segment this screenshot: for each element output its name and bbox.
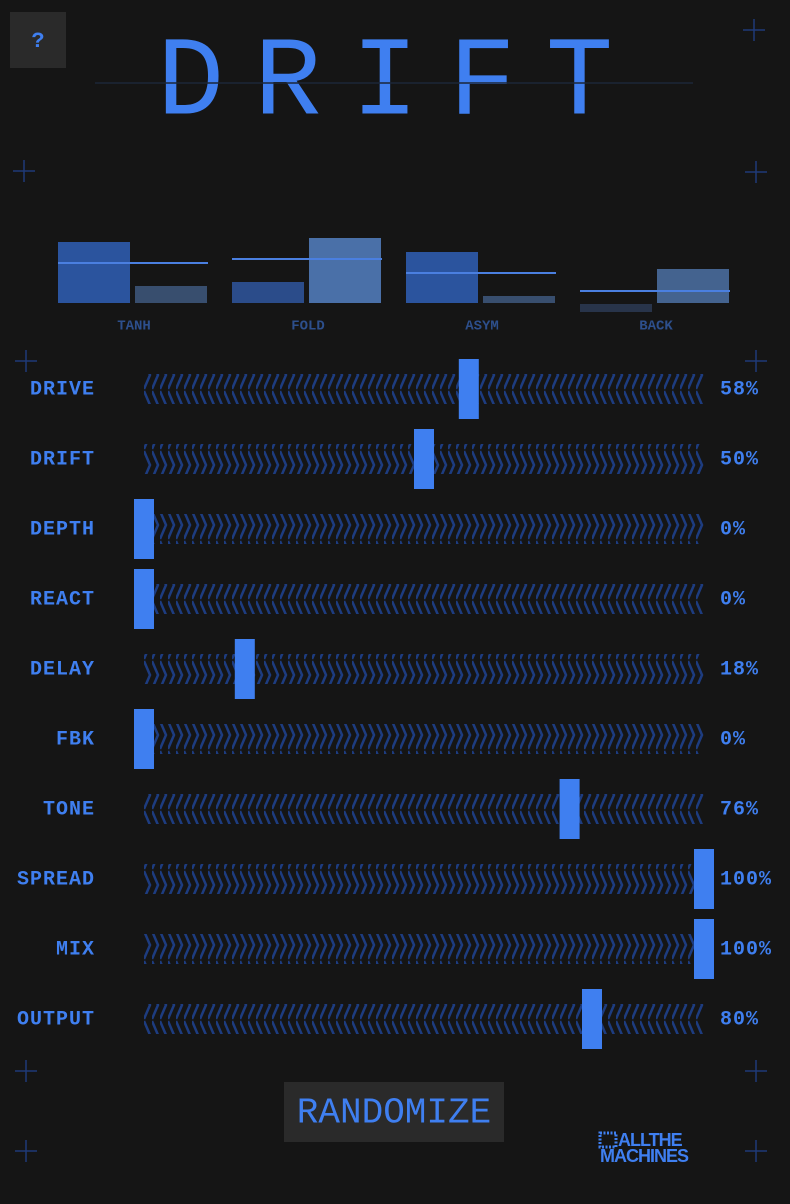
slider-value: 100% bbox=[720, 868, 772, 891]
slider-value: 50% bbox=[720, 448, 759, 471]
slider-label: FBK bbox=[56, 728, 95, 751]
shape-label: ASYM bbox=[465, 319, 499, 335]
slider-track bbox=[144, 1004, 704, 1034]
slider-label: SPREAD bbox=[17, 868, 95, 891]
slider-label: OUTPUT bbox=[17, 1008, 95, 1031]
slider[interactable]: REACT 0% bbox=[30, 569, 746, 629]
slider[interactable]: OUTPUT 80% bbox=[17, 989, 759, 1049]
slider-label: DRIFT bbox=[30, 448, 95, 471]
slider-knob[interactable] bbox=[234, 639, 255, 699]
slider-knob[interactable] bbox=[694, 919, 714, 979]
title: DRIFT bbox=[157, 21, 643, 148]
logo-line: MACHINES bbox=[600, 1146, 689, 1166]
slider-value: 76% bbox=[720, 798, 759, 821]
slider-knob[interactable] bbox=[414, 429, 434, 489]
shape-label: TANH bbox=[117, 319, 151, 335]
slider-track bbox=[144, 374, 704, 404]
slider-value: 58% bbox=[720, 378, 759, 401]
slider-knob[interactable] bbox=[694, 849, 714, 909]
logo-icon bbox=[598, 1131, 618, 1149]
slider-value: 80% bbox=[720, 1008, 759, 1031]
slider-track bbox=[144, 794, 704, 824]
randomize-bg bbox=[284, 1082, 504, 1142]
slider-label: DELAY bbox=[30, 658, 95, 681]
slider-knob[interactable] bbox=[134, 569, 154, 629]
slider-value: 0% bbox=[720, 728, 746, 751]
slider[interactable]: DRIVE 58% bbox=[30, 359, 759, 419]
help-button[interactable]: ? bbox=[10, 12, 66, 68]
slider[interactable]: DRIFT 50% bbox=[30, 429, 759, 489]
help-label: ? bbox=[31, 29, 44, 54]
crosshairs bbox=[13, 19, 767, 1162]
shape-back[interactable]: BACK bbox=[580, 269, 730, 335]
slider-track bbox=[144, 724, 704, 754]
slider[interactable]: TONE 76% bbox=[43, 779, 759, 839]
slider-knob[interactable] bbox=[458, 359, 479, 419]
shape-tanh[interactable]: TANH bbox=[58, 242, 208, 335]
slider-value: 0% bbox=[720, 588, 746, 611]
slider-label: MIX bbox=[56, 938, 95, 961]
slider[interactable]: DELAY 18% bbox=[30, 639, 759, 699]
slider-track bbox=[144, 514, 704, 544]
slider[interactable]: SPREAD 100% bbox=[17, 849, 772, 909]
slider-label: DEPTH bbox=[30, 518, 95, 541]
slider-knob[interactable] bbox=[582, 989, 602, 1049]
shape-label: BACK bbox=[639, 319, 673, 335]
slider-track bbox=[144, 584, 704, 614]
slider-knob[interactable] bbox=[559, 779, 580, 839]
slider-knob[interactable] bbox=[134, 709, 154, 769]
slider-label: TONE bbox=[43, 798, 95, 821]
logo: ALLTHE MACHINES bbox=[598, 1130, 690, 1166]
help-button-bg bbox=[10, 12, 66, 68]
randomize-label: RANDOMIZE bbox=[297, 1093, 491, 1134]
shape-label: FOLD bbox=[291, 319, 325, 335]
slider-value: 18% bbox=[720, 658, 759, 681]
sliders: DRIVE 58% DRIFT 50% DEPTH 0% REACT 0% DELAY 18% FB… bbox=[17, 359, 772, 1049]
slider-value: 100% bbox=[720, 938, 772, 961]
logo-line: ALLTHE bbox=[618, 1130, 683, 1150]
slider-track bbox=[144, 864, 704, 894]
randomize-button[interactable]: RANDOMIZE bbox=[284, 1082, 504, 1142]
shape-selector: TANH FOLD ASYM BACK bbox=[58, 238, 730, 335]
slider[interactable]: FBK 0% bbox=[56, 709, 746, 769]
slider[interactable]: MIX 100% bbox=[56, 919, 772, 979]
slider-value: 0% bbox=[720, 518, 746, 541]
slider-knob[interactable] bbox=[134, 499, 154, 559]
slider[interactable]: DEPTH 0% bbox=[30, 499, 746, 559]
shape-asym[interactable]: ASYM bbox=[406, 252, 556, 335]
shape-fold[interactable]: FOLD bbox=[232, 238, 382, 335]
slider-label: DRIVE bbox=[30, 378, 95, 401]
slider-track bbox=[144, 654, 704, 684]
slider-label: REACT bbox=[30, 588, 95, 611]
slider-track bbox=[144, 934, 704, 964]
